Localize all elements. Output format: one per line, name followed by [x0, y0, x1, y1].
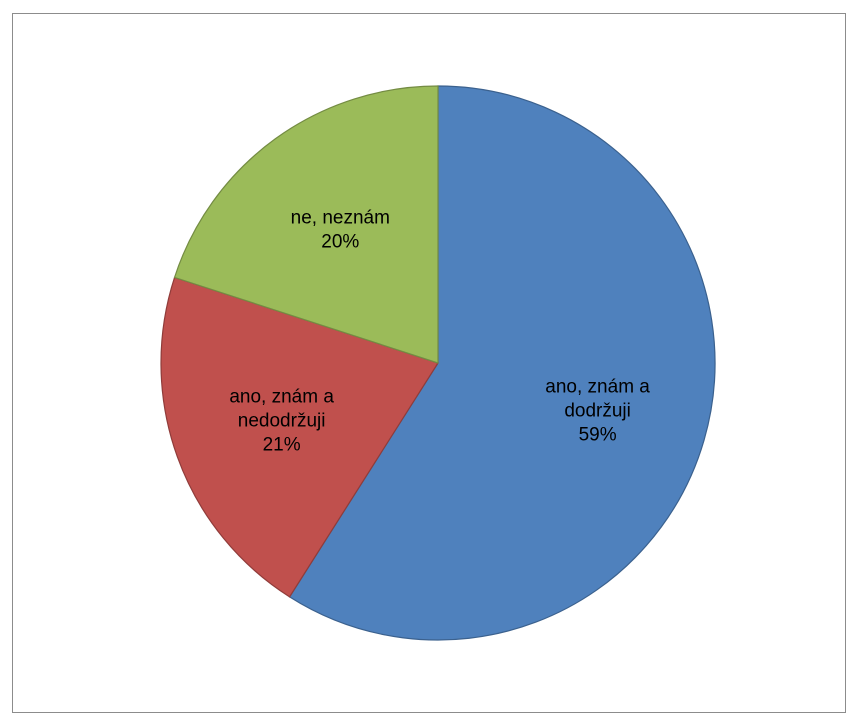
- slice-percent-label: 59%: [579, 424, 617, 445]
- pie-data-label: ano, znám a nedodržuji 21%: [229, 386, 334, 455]
- slice-category-label: ano, znám a: [229, 386, 334, 407]
- pie-data-labels: ano, znám a dodržuji 59% ano, znám a nedodrž…: [229, 208, 650, 456]
- slice-category-label: nedodržuji: [238, 410, 326, 431]
- slice-percent-label: 21%: [263, 434, 301, 455]
- slice-category-label: dodržuji: [564, 400, 631, 421]
- pie-slice: [288, 85, 716, 641]
- slice-category-label: ne, neznám: [291, 208, 390, 229]
- slice-category-label: ano, znám a: [545, 376, 650, 397]
- pie-data-label: ano, znám a dodržuji 59%: [545, 376, 650, 445]
- pie-data-label: ne, neznám 20%: [291, 208, 390, 253]
- pie-slice: [173, 85, 439, 364]
- slice-percent-label: 20%: [321, 232, 359, 253]
- pie-slice: [160, 276, 439, 598]
- pie-slices: [160, 85, 716, 641]
